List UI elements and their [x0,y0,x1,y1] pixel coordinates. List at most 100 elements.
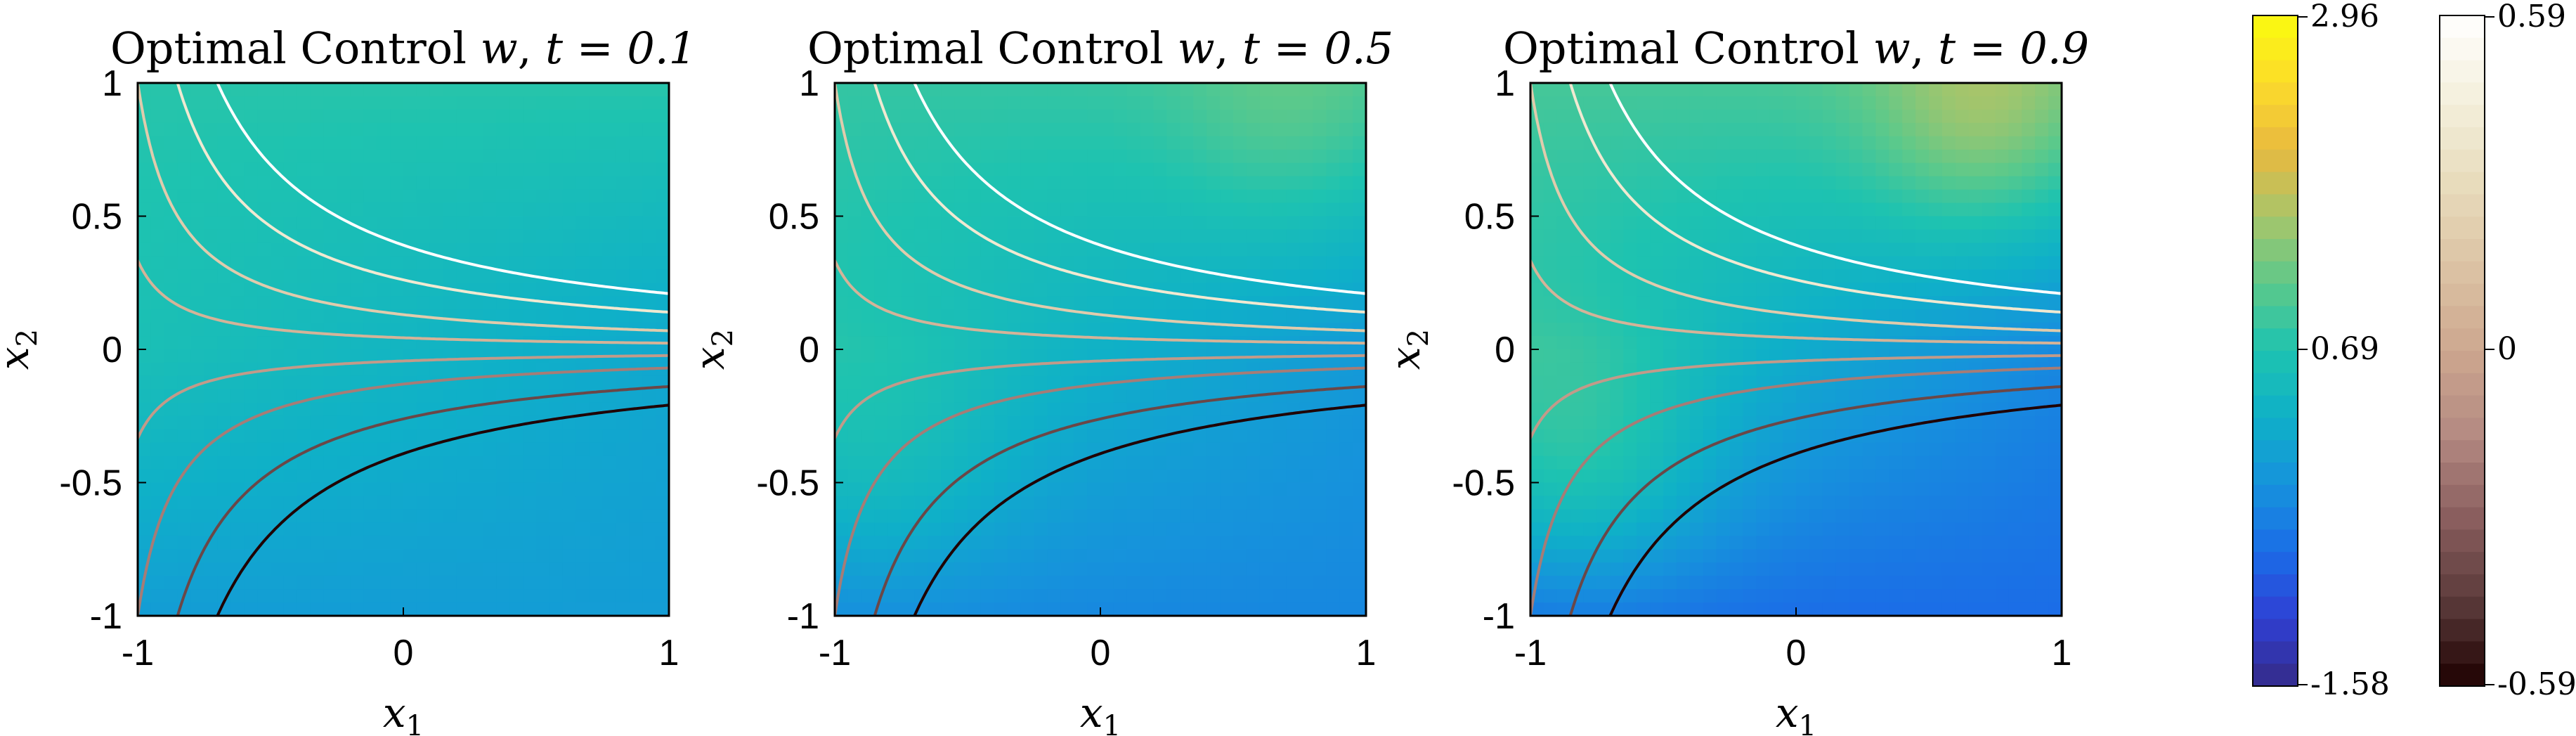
heatmap-cell [1716,269,1731,284]
heatmap-cell [589,576,604,590]
heatmap-cell [297,176,311,191]
heatmap-cell [914,362,929,377]
heatmap-cell [656,269,669,284]
heatmap-cell [1126,602,1141,616]
heatmap-cell [1889,296,1903,310]
heatmap-cell [190,402,205,417]
heatmap-cell [1353,536,1366,550]
heatmap-cell [2048,202,2062,217]
y-tick-label: -1 [787,596,819,637]
heatmap-cell [230,283,245,297]
heatmap-cell [2008,83,2023,97]
heatmap-cell [271,202,285,217]
heatmap-cell [1233,469,1247,484]
heatmap-cell [1822,269,1837,284]
heatmap-cell [1543,549,1558,563]
heatmap-cell [1995,602,2010,616]
heatmap-cell [1220,442,1234,457]
heatmap-cell [1153,149,1168,164]
heatmap-cell [523,402,537,417]
heatmap-cell [1783,122,1797,137]
heatmap-cell [1206,216,1221,231]
heatmap-cell [616,96,630,110]
heatmap-cell [150,429,165,444]
heatmap-cell [1020,549,1035,563]
heatmap-cell [1915,602,1930,616]
colorbar-band [2253,664,2298,687]
heatmap-cell [1968,216,1983,231]
heatmap-cell [271,602,285,616]
heatmap-cell [980,456,995,470]
heatmap-cell [403,402,417,417]
heatmap-cell [1610,362,1625,377]
heatmap-cell [2008,429,2023,444]
heatmap-cell [1259,202,1274,217]
heatmap-cell [1220,602,1234,616]
heatmap-cell [1663,602,1677,616]
heatmap-cell [164,509,178,524]
heatmap-cell [1637,562,1651,576]
heatmap-cell [575,243,590,257]
heatmap-cell [283,496,298,510]
heatmap-cell [629,415,643,430]
heatmap-cell [1756,402,1770,417]
heatmap-cell [847,96,862,110]
heatmap-cell [190,162,205,177]
heatmap-cell [1020,442,1035,457]
heatmap-cell [1543,602,1558,616]
heatmap-cell [138,323,152,337]
heatmap-cell [847,189,862,204]
heatmap-cell [523,389,537,403]
heatmap-cell [1087,189,1101,204]
heatmap-cell [297,162,311,177]
heatmap-cell [1849,522,1863,537]
heatmap-cell [861,162,876,177]
heatmap-cell [1259,576,1274,590]
heatmap-cell [994,522,1008,537]
heatmap-cell [1809,136,1823,150]
heatmap-cell [177,149,192,164]
heatmap-cell [271,536,285,550]
heatmap-cell [1875,562,1890,576]
heatmap-cell [1020,469,1035,484]
heatmap-cell [1729,283,1744,297]
heatmap-cell [416,162,431,177]
heatmap-cell [1339,269,1353,284]
heatmap-cell [1676,202,1691,217]
heatmap-cell [980,336,995,350]
heatmap-cell [980,469,995,484]
heatmap-cell [1570,522,1585,537]
heatmap-cell [244,229,258,244]
heatmap-cell [901,389,916,403]
heatmap-cell [416,296,431,310]
heatmap-cell [1796,509,1810,524]
heatmap-cell [1941,482,1956,497]
heatmap-cell [456,243,471,257]
contour-line [1568,83,2062,314]
heatmap-cell [456,389,471,403]
heatmap-cell [1849,149,1863,164]
heatmap-cell [861,256,876,271]
heatmap-cell [1676,415,1691,430]
heatmap-cell [1875,402,1890,417]
heatmap-cell [1530,216,1544,231]
heatmap-cell [138,202,152,217]
heatmap-cell [994,509,1008,524]
heatmap-cell [323,509,338,524]
heatmap-cell [1955,229,1970,244]
heatmap-cell [1809,323,1823,337]
heatmap-cell [980,189,995,204]
heatmap-cell [483,243,497,257]
axis-ticks: -1 0 110.50-0.5-1 [1452,63,2071,673]
heatmap-cell [1889,229,1903,244]
heatmap-cell [1968,109,1983,124]
heatmap-cell [536,496,550,510]
heatmap-cell [642,549,656,563]
heatmap-cell [1126,96,1141,110]
heatmap-cell [469,162,484,177]
heatmap-cell [1968,549,1983,563]
heatmap-cell [1995,122,2010,137]
heatmap-cell [1166,496,1181,510]
heatmap-cell [941,309,955,323]
heatmap-cell [1583,149,1598,164]
